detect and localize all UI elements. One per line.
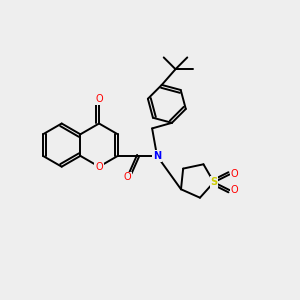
Text: S: S [210,177,218,187]
Text: O: O [95,162,103,172]
Text: O: O [231,185,238,195]
Text: O: O [95,94,103,104]
Text: O: O [231,169,238,179]
Text: O: O [124,172,131,182]
Text: N: N [153,151,161,161]
